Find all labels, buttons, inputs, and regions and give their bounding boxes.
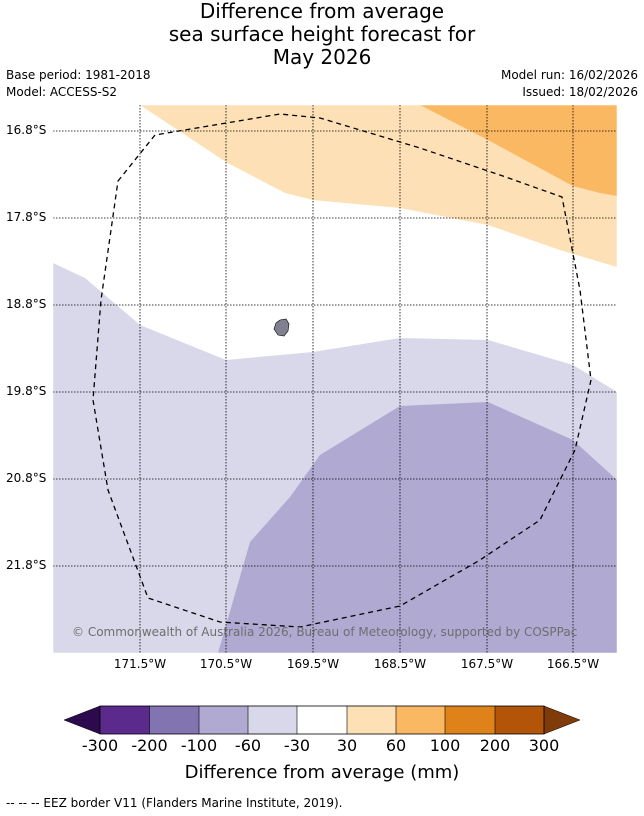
lat-label: 16.8°S bbox=[6, 123, 47, 137]
graticule bbox=[53, 105, 617, 653]
niue-island bbox=[273, 318, 290, 337]
lat-label: 17.8°S bbox=[6, 210, 47, 224]
map-frame bbox=[52, 104, 618, 654]
colorbar-tick: 30 bbox=[336, 736, 358, 755]
colorbar-bin-100-200 bbox=[445, 706, 495, 734]
lon-label: 168.5°W bbox=[373, 657, 427, 671]
meta-left: Base period: 1981-2018 Model: ACCESS-S2 bbox=[6, 67, 151, 101]
colorbar-bin-m100-m60 bbox=[199, 706, 248, 734]
lon-label: 166.5°W bbox=[546, 657, 600, 671]
lat-label: 20.8°S bbox=[6, 471, 47, 485]
colorbar-tick: -100 bbox=[180, 736, 218, 755]
lon-label: 169.5°W bbox=[286, 657, 340, 671]
colorbar-dividers bbox=[149, 706, 496, 734]
meta-right: Model run: 16/02/2026 Issued: 18/02/2026 bbox=[501, 67, 638, 101]
title-line-2: sea surface height forecast for bbox=[168, 22, 476, 46]
colorbar-bin-m200-m100 bbox=[149, 706, 199, 734]
colorbar-bin-m300-m200 bbox=[100, 706, 150, 734]
model-run: Model run: 16/02/2026 bbox=[500, 68, 638, 82]
lon-label: 171.5°W bbox=[113, 657, 167, 671]
colorbar-extend-high bbox=[543, 705, 581, 735]
lat-label: 19.8°S bbox=[6, 384, 47, 398]
colorbar-tick: 100 bbox=[429, 736, 461, 755]
issued-date: Issued: 18/02/2026 bbox=[522, 85, 638, 99]
lon-label: 167.5°W bbox=[460, 657, 514, 671]
colorbar-tick: -60 bbox=[234, 736, 262, 755]
colorbar-bin-30-60 bbox=[347, 706, 396, 734]
anomaly-region-60-100 bbox=[420, 105, 617, 196]
lon-label: 170.5°W bbox=[199, 657, 253, 671]
colorbar-extend-low bbox=[63, 705, 101, 735]
colorbar-tick: 60 bbox=[385, 736, 407, 755]
copyright-notice: © Commonwealth of Australia 2026, Bureau… bbox=[72, 625, 578, 639]
colorbar-tick: -30 bbox=[283, 736, 311, 755]
lat-label: 21.8°S bbox=[6, 558, 47, 572]
colorbar-bin-m30-30 bbox=[297, 706, 347, 734]
title-line-3: May 2026 bbox=[272, 45, 372, 69]
colorbar-bin-60-100 bbox=[396, 706, 445, 734]
colorbar-tick: 300 bbox=[528, 736, 560, 755]
anomaly-region-minus100-minus60 bbox=[218, 402, 617, 653]
figure-title: Difference from average sea surface heig… bbox=[0, 0, 644, 69]
lat-label: 18.8°S bbox=[6, 297, 47, 311]
colorbar-outline bbox=[99, 705, 545, 735]
base-period: Base period: 1981-2018 bbox=[6, 68, 151, 82]
title-line-1: Difference from average bbox=[199, 0, 445, 23]
eez-border bbox=[92, 113, 592, 628]
eez-legend: -- -- -- EEZ border V11 (Flanders Marine… bbox=[6, 796, 343, 810]
model-name: Model: ACCESS-S2 bbox=[6, 85, 118, 99]
anomaly-region-30-60 bbox=[140, 105, 617, 267]
colorbar-bin-m60-m30 bbox=[248, 706, 297, 734]
colorbar-label: Difference from average (mm) bbox=[184, 762, 460, 783]
colorbar-bin-200-300 bbox=[495, 706, 544, 734]
map-panel bbox=[53, 105, 617, 653]
colorbar-tick: -300 bbox=[81, 736, 119, 755]
colorbar-tick: -200 bbox=[131, 736, 168, 755]
colorbar-tick: 200 bbox=[479, 736, 511, 755]
colorbar bbox=[63, 705, 581, 735]
